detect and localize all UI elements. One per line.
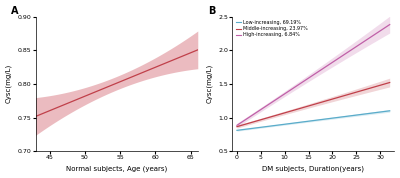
Low-increasing, 69.19% bbox=[387, 110, 392, 112]
Middle-increasing, 23.97% bbox=[241, 124, 246, 126]
Low-increasing, 69.19% bbox=[241, 129, 246, 131]
High-increasing, 6.84% bbox=[244, 118, 248, 120]
Text: A: A bbox=[11, 6, 19, 16]
High-increasing, 6.84% bbox=[374, 32, 379, 34]
High-increasing, 6.84% bbox=[234, 124, 239, 126]
High-increasing, 6.84% bbox=[263, 106, 268, 108]
High-increasing, 6.84% bbox=[275, 97, 280, 100]
Middle-increasing, 23.97% bbox=[380, 84, 384, 86]
Line: High-increasing, 6.84%: High-increasing, 6.84% bbox=[237, 25, 390, 125]
Low-increasing, 69.19% bbox=[263, 126, 268, 128]
X-axis label: DM subjects, Duration(years): DM subjects, Duration(years) bbox=[262, 166, 364, 172]
Middle-increasing, 23.97% bbox=[234, 125, 239, 128]
High-increasing, 6.84% bbox=[241, 120, 246, 122]
Text: B: B bbox=[208, 6, 215, 16]
Low-increasing, 69.19% bbox=[380, 111, 384, 113]
Line: Middle-increasing, 23.97%: Middle-increasing, 23.97% bbox=[237, 83, 390, 127]
X-axis label: Normal subjects, Age (years): Normal subjects, Age (years) bbox=[66, 166, 167, 172]
Middle-increasing, 23.97% bbox=[244, 123, 248, 125]
Y-axis label: Cysc(mg/L): Cysc(mg/L) bbox=[206, 64, 213, 103]
Middle-increasing, 23.97% bbox=[275, 114, 280, 116]
Middle-increasing, 23.97% bbox=[263, 117, 268, 119]
High-increasing, 6.84% bbox=[387, 23, 392, 26]
Legend: Low-increasing, 69.19%, Middle-increasing, 23.97%, High-increasing, 6.84%: Low-increasing, 69.19%, Middle-increasin… bbox=[235, 19, 309, 38]
Low-increasing, 69.19% bbox=[234, 129, 239, 131]
Middle-increasing, 23.97% bbox=[387, 82, 392, 84]
Y-axis label: Cysc(mg/L): Cysc(mg/L) bbox=[6, 64, 12, 103]
Low-increasing, 69.19% bbox=[244, 128, 248, 130]
Low-increasing, 69.19% bbox=[374, 111, 379, 114]
Line: Low-increasing, 69.19%: Low-increasing, 69.19% bbox=[237, 111, 390, 130]
Middle-increasing, 23.97% bbox=[374, 85, 379, 87]
High-increasing, 6.84% bbox=[380, 29, 384, 31]
Low-increasing, 69.19% bbox=[275, 124, 280, 126]
